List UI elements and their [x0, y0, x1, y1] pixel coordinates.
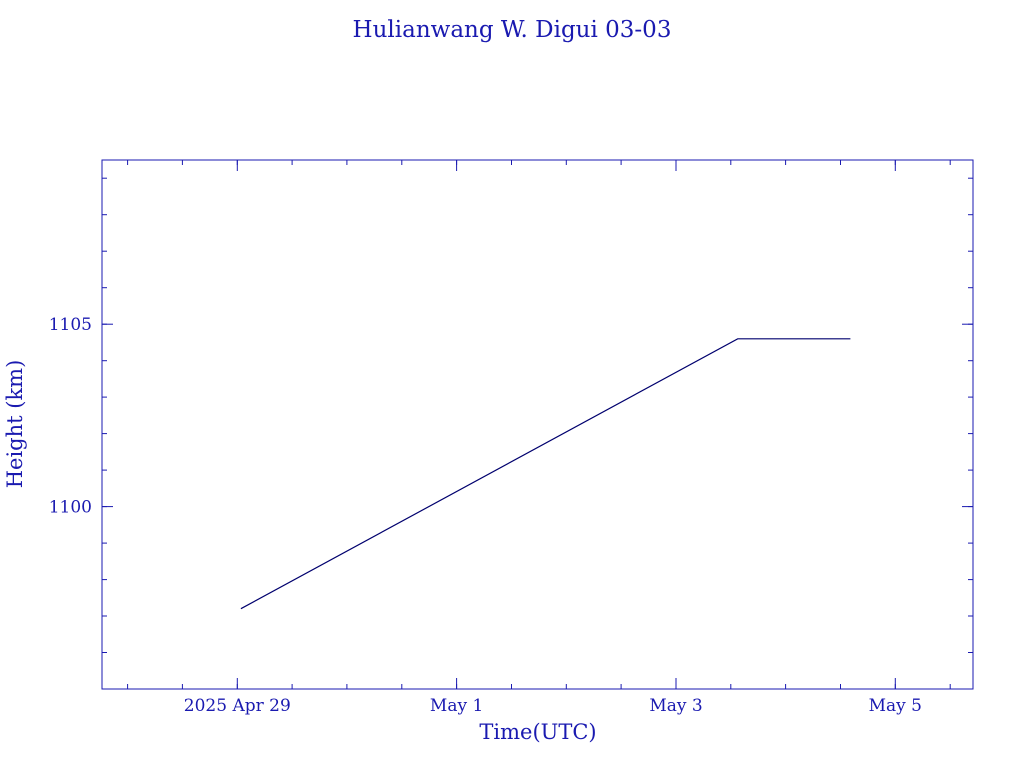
x-tick-label: 2025 Apr 29 — [184, 696, 291, 716]
x-axis-label: Time(UTC) — [479, 720, 596, 744]
x-tick-label: May 3 — [649, 696, 702, 716]
y-tick-label: 1105 — [49, 315, 92, 335]
y-tick-label: 1100 — [49, 498, 92, 518]
series-layer — [240, 338, 851, 610]
chart-title: Hulianwang W. Digui 03-03 — [353, 17, 672, 43]
series-line — [240, 338, 851, 610]
plot-frame — [101, 159, 974, 690]
y-axis-label: Height (km) — [3, 360, 27, 489]
x-tick-label: May 1 — [430, 696, 483, 716]
x-tick-label: May 5 — [869, 696, 922, 716]
tick-marks — [102, 160, 973, 690]
tick-labels: 2025 Apr 29 May 1 May 3 May 5 1100 1105 — [49, 315, 922, 716]
